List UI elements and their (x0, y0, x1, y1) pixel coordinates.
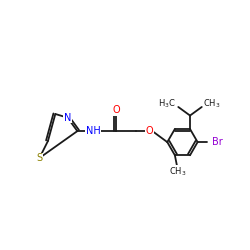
Text: O: O (113, 105, 120, 115)
Text: CH$_3$: CH$_3$ (203, 97, 220, 110)
Text: N: N (64, 113, 71, 123)
Text: Br: Br (212, 137, 222, 147)
Text: H$_3$C: H$_3$C (158, 97, 175, 110)
Text: NH: NH (86, 126, 100, 136)
Text: CH$_3$: CH$_3$ (168, 166, 186, 178)
Text: S: S (36, 153, 43, 163)
Text: O: O (146, 126, 153, 136)
